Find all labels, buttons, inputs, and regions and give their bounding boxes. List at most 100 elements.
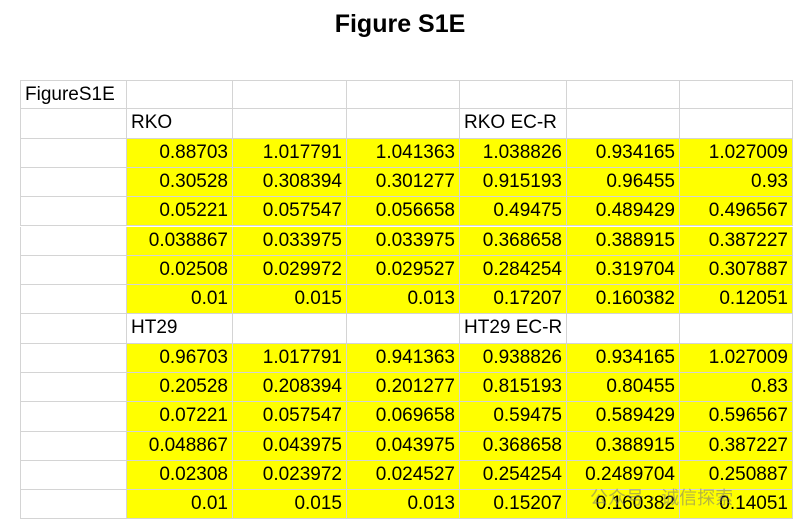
cell: 0.308394	[233, 167, 347, 198]
cell: 0.250887	[680, 460, 793, 491]
cell: 0.388915	[567, 431, 680, 461]
watermark: 公众号 · 诚信探索	[590, 488, 734, 509]
cell: 0.2489704	[567, 460, 680, 491]
cell: 0.938826	[460, 343, 567, 373]
cell	[20, 138, 127, 168]
cell: 0.029527	[347, 255, 460, 286]
cell: 0.033975	[233, 226, 347, 256]
cell: 0.05221	[127, 197, 233, 227]
cell	[347, 314, 460, 344]
cell: 0.208394	[233, 373, 347, 403]
cell: 1.038826	[460, 138, 567, 168]
cell: 0.254254	[460, 460, 567, 491]
cell: 0.88703	[127, 138, 233, 168]
cell	[20, 255, 127, 286]
cell: 0.83	[680, 373, 793, 403]
cell: 0.934165	[567, 138, 680, 168]
cell	[233, 109, 347, 139]
cell	[347, 109, 460, 139]
cell: HT29 EC-R	[460, 314, 567, 344]
cell	[20, 226, 127, 256]
cell: 0.057547	[233, 402, 347, 432]
cell: 0.388915	[567, 226, 680, 256]
cell: 0.15207	[460, 490, 567, 520]
cell: 0.284254	[460, 255, 567, 286]
cell	[680, 314, 793, 344]
cell: 0.01	[127, 285, 233, 315]
cell: 0.387227	[680, 226, 793, 256]
cell: 0.201277	[347, 373, 460, 403]
cell	[233, 314, 347, 344]
cell: 0.80455	[567, 373, 680, 403]
cell: 0.387227	[680, 431, 793, 461]
cell	[347, 80, 460, 110]
cell: 0.038867	[127, 226, 233, 256]
cell	[567, 314, 680, 344]
cell: 0.069658	[347, 402, 460, 432]
cell: 0.02508	[127, 255, 233, 286]
cell: 1.017791	[233, 343, 347, 373]
cell: FigureS1E	[20, 80, 127, 110]
cell: 0.20528	[127, 373, 233, 403]
cell: 1.027009	[680, 343, 793, 373]
cell: 0.160382	[567, 490, 680, 520]
cell: 0.934165	[567, 343, 680, 373]
cell: 0.029972	[233, 255, 347, 286]
cell: 0.013	[347, 490, 460, 520]
cell: 0.301277	[347, 167, 460, 198]
cell	[20, 490, 127, 520]
cell: 0.14051	[680, 490, 793, 520]
cell: 0.024527	[347, 460, 460, 491]
cell: 0.043975	[233, 431, 347, 461]
cell: 0.12051	[680, 285, 793, 315]
cell: 0.013	[347, 285, 460, 315]
cell: 1.027009	[680, 138, 793, 168]
cell	[20, 197, 127, 227]
cell: 0.30528	[127, 167, 233, 198]
cell: RKO EC-R	[460, 109, 567, 139]
cell: 0.160382	[567, 285, 680, 315]
cell: 0.015	[233, 490, 347, 520]
cell: RKO	[127, 109, 233, 139]
cell	[233, 80, 347, 110]
cell: 0.02308	[127, 460, 233, 491]
cell	[680, 109, 793, 139]
cell	[460, 80, 567, 110]
cell: 0.915193	[460, 167, 567, 198]
cell: 0.815193	[460, 373, 567, 403]
cell: 1.017791	[233, 138, 347, 168]
cell: 0.96703	[127, 343, 233, 373]
cell: 0.048867	[127, 431, 233, 461]
cell: 0.01	[127, 490, 233, 520]
cell: 0.49475	[460, 197, 567, 227]
cell	[20, 285, 127, 315]
cell	[20, 343, 127, 373]
cell	[20, 431, 127, 461]
cell: 0.496567	[680, 197, 793, 227]
cell: 0.015	[233, 285, 347, 315]
cell	[20, 109, 127, 139]
cell	[20, 460, 127, 491]
cell	[20, 314, 127, 344]
cell: 0.368658	[460, 226, 567, 256]
cell: 0.07221	[127, 402, 233, 432]
cell: 0.17207	[460, 285, 567, 315]
cell: 0.056658	[347, 197, 460, 227]
cell: 0.307887	[680, 255, 793, 286]
cell: HT29	[127, 314, 233, 344]
cell	[127, 80, 233, 110]
title: Figure S1E	[334, 10, 466, 38]
cell: 0.489429	[567, 197, 680, 227]
cell	[567, 109, 680, 139]
cell	[567, 80, 680, 110]
cell: 0.941363	[347, 343, 460, 373]
cell	[20, 373, 127, 403]
cell: 0.93	[680, 167, 793, 198]
cell: 0.589429	[567, 402, 680, 432]
cell: 0.043975	[347, 431, 460, 461]
cell	[680, 80, 793, 110]
cell: 0.057547	[233, 197, 347, 227]
cell: 0.96455	[567, 167, 680, 198]
cell: 0.59475	[460, 402, 567, 432]
